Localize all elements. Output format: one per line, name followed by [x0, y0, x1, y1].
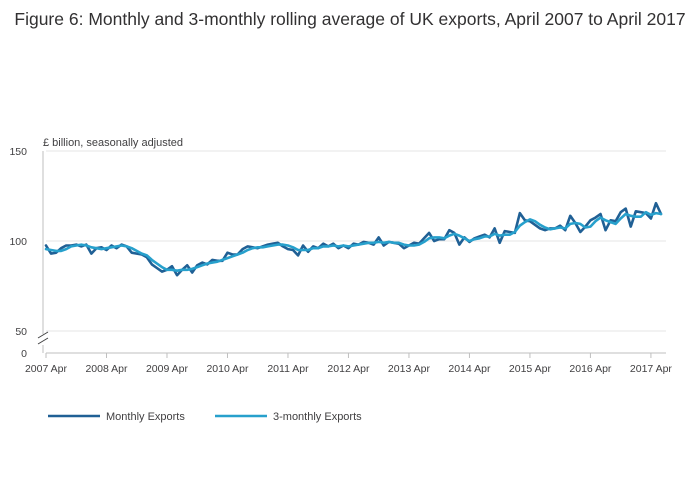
- x-tick-label: 2013 Apr: [388, 363, 431, 375]
- legend-label: 3-monthly Exports: [273, 411, 362, 423]
- y-tick-label: 150: [9, 146, 27, 158]
- x-tick-label: 2014 Apr: [448, 363, 491, 375]
- x-tick-label: 2008 Apr: [85, 363, 128, 375]
- series-line-3-monthly-exports: [44, 210, 663, 273]
- x-tick-label: 2007 Apr: [25, 363, 68, 375]
- x-tick-label: 2015 Apr: [509, 363, 552, 375]
- x-tick-label: 2016 Apr: [569, 363, 612, 375]
- x-tick-label: 2010 Apr: [206, 363, 249, 375]
- legend: Monthly Exports 3-monthly Exports: [48, 411, 362, 423]
- legend-label: Monthly Exports: [106, 411, 185, 423]
- gridlines: [46, 150, 666, 332]
- x-tick-label: 2012 Apr: [327, 363, 370, 375]
- y-tick-label: 0: [21, 348, 27, 360]
- x-tick-label: 2017 Apr: [630, 363, 673, 375]
- series-line-monthly-exports: [44, 201, 663, 277]
- x-tick-label: 2011 Apr: [267, 363, 309, 375]
- y-tick-label: 50: [15, 326, 27, 338]
- y-axis-unit-label: £ billion, seasonally adjusted: [43, 137, 183, 149]
- series-lines: [44, 201, 663, 277]
- chart-title: Figure 6: Monthly and 3-monthly rolling …: [14, 9, 686, 29]
- x-tick-label: 2009 Apr: [146, 363, 189, 375]
- axis-break-mark: [37, 331, 49, 339]
- y-tick-label: 100: [9, 236, 27, 248]
- axes: 0 50 100 150 £ billion, seasonally adjusted 2…: [9, 137, 672, 375]
- axis-break-mark: [37, 337, 49, 345]
